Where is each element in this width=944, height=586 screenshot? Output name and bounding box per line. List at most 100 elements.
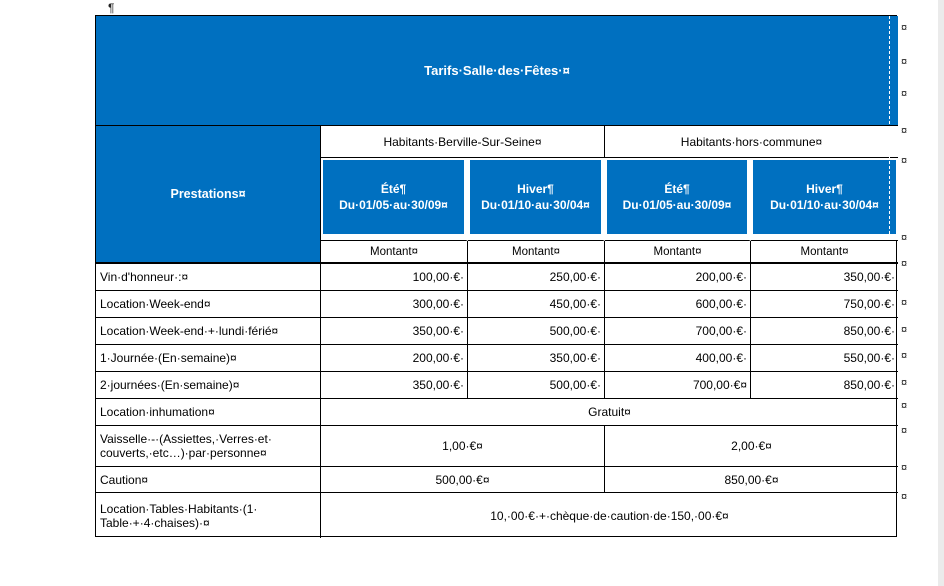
end-of-row-mark: ¤ [901,377,908,389]
group-header-berville: Habitants·Berville-Sur-Seine¤ [383,134,542,149]
end-of-row-mark: ¤ [901,400,908,412]
price-cell[interactable]: 500,00·€· [468,318,605,345]
row-label: Location·inhumation¤ [100,405,215,419]
price-value: 10,·00·€·+·chèque·de·caution·de·150,·00·… [490,508,729,523]
amount-header: Montant¤ [653,245,702,258]
season-name: Hiver¶ [806,182,843,196]
price-cell[interactable]: 350,00·€· [468,345,605,372]
prestations-header: Prestations¤ [170,187,246,201]
price-cell[interactable]: 700,00·€¤ [605,372,751,399]
price-cell[interactable]: 500,00·€· [468,372,605,399]
row-label-line: Table·+·4·chaises)·¤ [100,515,210,530]
season-dates: Du·01/05·au·30/09¤ [339,198,448,212]
price-cell[interactable]: 750,00·€· [751,291,898,318]
price-value: 250,00·€· [549,270,601,284]
row-label-cell[interactable]: Caution¤ [96,467,321,493]
group-header-hors-commune: Habitants·hors·commune¤ [680,134,823,149]
price-cell[interactable]: 250,00·€· [468,264,605,291]
end-of-row-mark: ¤ [901,462,908,474]
row-label-cell[interactable]: Vin·d'honneur·:¤ [96,264,321,291]
price-value: 200,00·€· [412,351,464,365]
caution-price-hors-cell[interactable]: 850,00·€¤ [605,467,898,493]
price-cell[interactable]: 350,00·€· [321,318,468,345]
price-cell[interactable]: 400,00·€· [605,345,751,372]
row-label-cell[interactable]: 2·journées·(En·semaine)¤ [96,372,321,399]
price-cell[interactable]: 850,00·€· [751,372,898,399]
price-cell[interactable]: 700,00·€· [605,318,751,345]
season-header-ete-berville-cell[interactable]: Été¶ Du·01/05·au·30/09¤ [321,158,468,241]
end-of-row-mark: ¤ [901,297,908,309]
prestations-header-cell[interactable]: Prestations¤ [96,126,321,264]
price-cell[interactable]: 550,00·€· [751,345,898,372]
row-label-cell[interactable]: Location·Week-end·+·lundi·férié¤ [96,318,321,345]
amount-header-cell[interactable]: Montant¤ [468,241,605,264]
row-label-cell[interactable]: Location·Tables·Habitants·(1· Table·+·4·… [96,493,321,538]
price-value: 700,00·€· [695,324,747,338]
price-value: 750,00·€· [843,297,895,311]
price-value: 500,00·€· [549,324,601,338]
end-of-row-mark: ¤ [901,232,908,244]
price-cell[interactable]: 450,00·€· [468,291,605,318]
price-value: 350,00·€· [549,351,601,365]
price-value: 300,00·€· [412,297,464,311]
tables-price-cell[interactable]: 10,·00·€·+·chèque·de·caution·de·150,·00·… [321,493,898,538]
price-value: 850,00·€· [843,378,895,392]
end-of-row-mark: ¤ [901,125,908,137]
price-value: 450,00·€· [549,297,601,311]
row-label-cell[interactable]: Location·Week-end¤ [96,291,321,318]
price-value: 200,00·€· [695,270,747,284]
row-label: Vin·d'honneur·:¤ [100,270,189,284]
row-label-cell[interactable]: 1·Journée·(En·semaine)¤ [96,345,321,372]
price-value: 100,00·€· [412,270,464,284]
group-header-berville-cell[interactable]: Habitants·Berville-Sur-Seine¤ [321,126,605,158]
season-header-ete-hors-cell[interactable]: Été¶ Du·01/05·au·30/09¤ [605,158,751,241]
price-value: 350,00·€· [843,270,895,284]
amount-header: Montant¤ [512,245,560,258]
amount-header-cell[interactable]: Montant¤ [321,241,468,264]
season-header-hiver-berville-cell[interactable]: Hiver¶ Du·01/10·au·30/04¤ [468,158,605,241]
price-cell[interactable]: 600,00·€· [605,291,751,318]
price-cell[interactable]: 200,00·€· [321,345,468,372]
price-value: 500,00·€· [549,378,601,392]
row-label: Location·Week-end¤ [100,297,211,311]
gratuit-cell[interactable]: Gratuit¤ [321,399,898,426]
price-cell[interactable]: 300,00·€· [321,291,468,318]
caution-price-berville-cell[interactable]: 500,00·€¤ [321,467,605,493]
amount-header-cell[interactable]: Montant¤ [605,241,751,264]
price-value: 700,00·€¤ [692,378,747,392]
season-dates: Du·01/05·au·30/09¤ [622,198,732,212]
season-header-ete-hors: Été¶ Du·01/05·au·30/09¤ [607,160,747,234]
season-header-hiver-hors-cell[interactable]: Hiver¶ Du·01/10·au·30/04¤ [751,158,898,241]
row-label: 2·journées·(En·semaine)¤ [100,378,240,392]
end-of-row-mark: ¤ [901,88,908,100]
end-of-row-mark: ¤ [901,155,908,167]
price-cell[interactable]: 850,00·€· [751,318,898,345]
price-cell[interactable]: 100,00·€· [321,264,468,291]
price-value: 1,00·€¤ [442,439,483,453]
season-dates: Du·01/10·au·30/04¤ [770,198,879,212]
row-label: Location·Week-end·+·lundi·férié¤ [100,324,279,338]
table-title: Tarifs·Salle·des·Fêtes·¤ [424,63,570,78]
end-of-row-mark: ¤ [901,425,908,437]
price-value: 600,00·€· [695,297,747,311]
price-cell[interactable]: 350,00·€· [321,372,468,399]
amount-header: Montant¤ [370,245,418,258]
season-header-hiver-berville: Hiver¶ Du·01/10·au·30/04¤ [470,160,601,234]
season-name: Été¶ [664,182,690,196]
vaisselle-price-hors-cell[interactable]: 2,00·€¤ [605,426,898,467]
page-edge-gutter [938,0,944,586]
season-name: Hiver¶ [517,182,554,196]
table-title-cell[interactable]: Tarifs·Salle·des·Fêtes·¤ [96,16,898,126]
gratuit-value: Gratuit¤ [588,405,631,419]
price-cell[interactable]: 200,00·€· [605,264,751,291]
row-label-cell[interactable]: Vaisselle·-·(Assiettes,·Verres·et· couve… [96,426,321,467]
end-of-row-mark: ¤ [901,350,908,362]
amount-header-cell[interactable]: Montant¤ [751,241,898,264]
row-label-cell[interactable]: Location·inhumation¤ [96,399,321,426]
season-header-ete-berville: Été¶ Du·01/05·au·30/09¤ [323,160,464,234]
group-header-hors-commune-cell[interactable]: Habitants·hors·commune¤ [605,126,898,158]
price-cell[interactable]: 350,00·€· [751,264,898,291]
row-label-line: couverts,·etc…)·par·personne¤ [100,446,267,460]
vaisselle-price-berville-cell[interactable]: 1,00·€¤ [321,426,605,467]
